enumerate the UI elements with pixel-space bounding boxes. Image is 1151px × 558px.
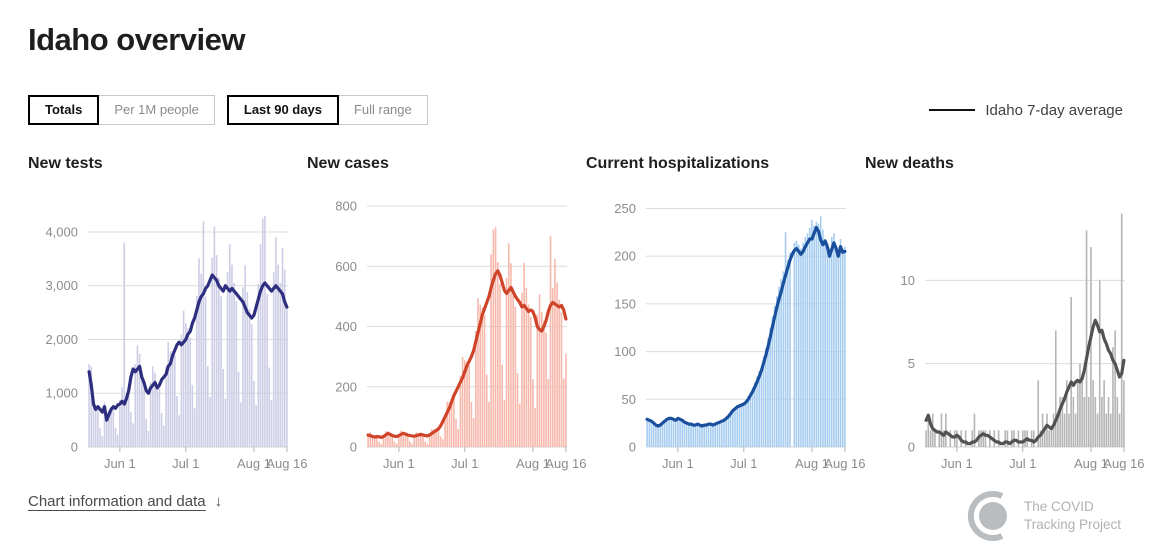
svg-text:Jul 1: Jul 1	[451, 456, 478, 471]
new-cases-chart: New cases 0 200 400 600 800 Jun 1 Jul 1 Aug 1 Au…	[307, 155, 587, 483]
totals-button[interactable]: Totals	[28, 95, 100, 125]
full-range-button[interactable]: Full range	[337, 95, 428, 125]
chart-title: New deaths	[865, 155, 954, 172]
seven-day-average-line	[366, 269, 568, 439]
new-tests-chart: New tests 0 1,000 2,000 3,000 4,000 Jun 1 Jul …	[28, 155, 308, 483]
range-toggle: Last 90 days Full range	[226, 95, 428, 125]
metric-toggle: Totals Per 1M people	[28, 95, 215, 125]
chart-information-label: Chart information and data	[28, 493, 206, 510]
svg-text:10: 10	[901, 273, 915, 288]
logo-mark-icon	[967, 491, 1007, 541]
svg-text:100: 100	[614, 344, 636, 359]
svg-text:Jul 1: Jul 1	[730, 456, 757, 471]
new-deaths-chart: New deaths 0 5 10 Jun 1 Jul 1 Aug 1 Aug 16	[865, 155, 1145, 483]
footer: Chart information and data ↓ The COVID T…	[28, 491, 1123, 545]
svg-text:Aug 16: Aug 16	[1103, 456, 1144, 471]
seven-day-average-line	[924, 318, 1126, 446]
current-hospitalizations-chart: Current hospitalizations 0 50 100 150 200 250…	[586, 155, 866, 483]
svg-text:0: 0	[350, 440, 357, 455]
svg-text:Aug 1: Aug 1	[795, 456, 829, 471]
svg-text:Jun 1: Jun 1	[383, 456, 415, 471]
svg-text:Jul 1: Jul 1	[172, 456, 199, 471]
legend-label: Idaho 7-day average	[985, 101, 1123, 119]
chart-title: New tests	[28, 155, 103, 172]
svg-text:0: 0	[629, 440, 636, 455]
svg-text:Aug 1: Aug 1	[1074, 456, 1108, 471]
charts-grid: New tests 0 1,000 2,000 3,000 4,000 Jun 1 Jul …	[28, 155, 1145, 483]
svg-text:250: 250	[614, 201, 636, 216]
seven-day-average-line	[87, 273, 289, 422]
chart-canvas: 0 1,000 2,000 3,000 4,000 Jun 1 Jul 1 Aug 1Aug …	[45, 215, 308, 471]
chart-title: New cases	[307, 155, 389, 172]
svg-text:5: 5	[908, 356, 915, 371]
svg-text:800: 800	[335, 199, 357, 214]
page-title: Idaho overview	[28, 22, 245, 57]
legend: Idaho 7-day average	[929, 102, 1123, 119]
per-1m-people-button[interactable]: Per 1M people	[98, 95, 215, 125]
svg-text:200: 200	[335, 379, 357, 394]
chart-title: Current hospitalizations	[586, 155, 770, 172]
svg-text:Aug 16: Aug 16	[266, 456, 307, 471]
average-line-icon	[929, 109, 976, 111]
y-axis-labels: 0 5 10	[901, 273, 915, 455]
svg-text:4,000: 4,000	[45, 224, 78, 239]
controls-row: Totals Per 1M people Last 90 days Full r…	[28, 95, 1123, 125]
y-axis-labels: 0 50 100 150 200 250	[614, 201, 636, 455]
svg-text:1,000: 1,000	[45, 386, 78, 401]
bars-group	[925, 213, 1125, 447]
logo-text-line1: The COVID	[1023, 499, 1094, 515]
down-arrow-icon: ↓	[214, 493, 223, 510]
logo-text: The COVID Tracking Project	[1024, 498, 1121, 533]
bars-group	[367, 227, 567, 447]
bars-group	[646, 216, 846, 447]
svg-text:Aug 16: Aug 16	[545, 456, 586, 471]
svg-text:Aug 16: Aug 16	[824, 456, 865, 471]
seven-day-average-line	[645, 225, 847, 428]
svg-text:Jun 1: Jun 1	[662, 456, 694, 471]
svg-text:600: 600	[335, 259, 357, 274]
svg-text:3,000: 3,000	[45, 278, 78, 293]
y-axis-labels: 0 200 400 600 800	[335, 199, 357, 455]
y-axis-labels: 0 1,000 2,000 3,000 4,000	[45, 224, 78, 454]
svg-text:2,000: 2,000	[45, 332, 78, 347]
svg-text:150: 150	[614, 296, 636, 311]
svg-text:Jun 1: Jun 1	[104, 456, 136, 471]
svg-text:Aug 1: Aug 1	[516, 456, 550, 471]
svg-text:50: 50	[622, 392, 636, 407]
svg-text:200: 200	[614, 249, 636, 264]
svg-text:Jun 1: Jun 1	[941, 456, 973, 471]
svg-text:Jul 1: Jul 1	[1009, 456, 1036, 471]
svg-text:0: 0	[71, 440, 78, 455]
svg-text:Aug 1: Aug 1	[237, 456, 271, 471]
logo-text-line2: Tracking Project	[1023, 517, 1121, 532]
covid-tracking-project-logo: The COVID Tracking Project	[960, 487, 1121, 545]
last-90-days-button[interactable]: Last 90 days	[226, 95, 339, 125]
svg-text:0: 0	[908, 440, 915, 455]
bars-group	[88, 215, 288, 447]
toggle-groups: Totals Per 1M people Last 90 days Full r…	[28, 95, 428, 125]
chart-information-link[interactable]: Chart information and data ↓	[28, 493, 222, 510]
svg-text:400: 400	[335, 319, 357, 334]
